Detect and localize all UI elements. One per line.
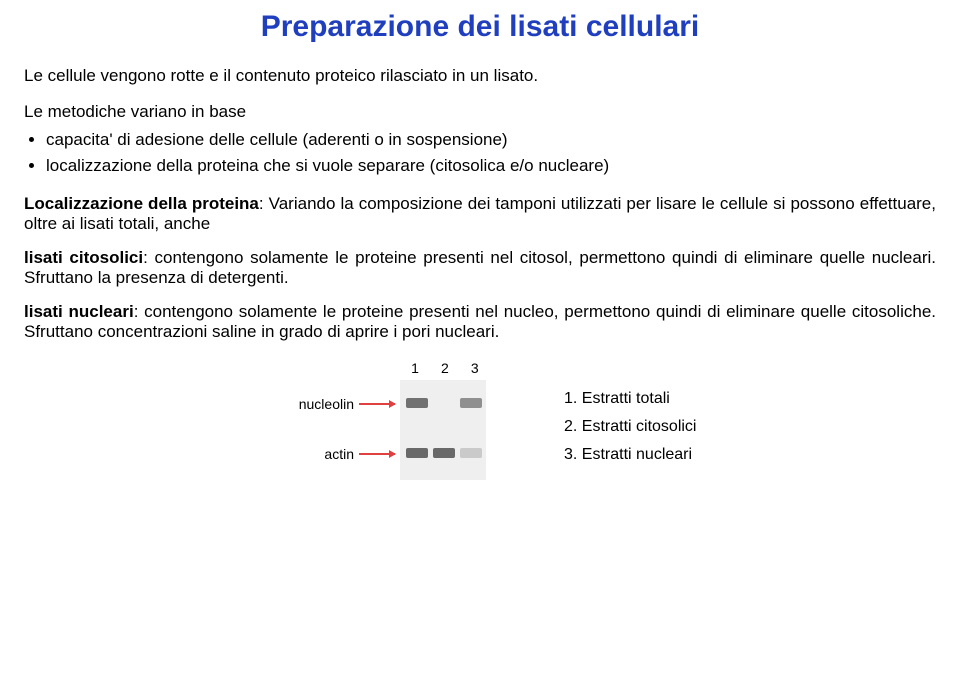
para-nuclear-rest: : contengono solamente le proteine prese… xyxy=(24,302,936,341)
label-actin: actin xyxy=(294,446,354,462)
para-nuclear: lisati nucleari: contengono solamente le… xyxy=(24,302,936,342)
legend-item: 2. Estratti citosolici xyxy=(564,418,696,436)
gel-image xyxy=(400,380,486,480)
gel-band xyxy=(406,448,428,458)
figure: 1 2 3 nucleolin actin 1. Estratti totali… xyxy=(24,360,936,510)
arrow-icon xyxy=(359,453,395,455)
para-cytosolic-bold: lisati citosolici xyxy=(24,248,143,267)
legend-item: 3. Estratti nucleari xyxy=(564,446,696,464)
intro-text: Le cellule vengono rotte e il contenuto … xyxy=(24,66,936,86)
lane-numbers: 1 2 3 xyxy=(404,360,488,376)
gel-band xyxy=(460,398,482,408)
bullet-item: localizzazione della proteina che si vuo… xyxy=(46,156,936,176)
para-localization-bold: Localizzazione della proteina xyxy=(24,194,259,213)
label-nucleolin: nucleolin xyxy=(294,396,354,412)
para-nuclear-bold: lisati nucleari xyxy=(24,302,134,321)
figure-legend: 1. Estratti totali 2. Estratti citosolic… xyxy=(564,390,696,474)
arrow-icon xyxy=(359,403,395,405)
page-title: Preparazione dei lisati cellulari xyxy=(24,10,936,44)
legend-item: 1. Estratti totali xyxy=(564,390,696,408)
gel-band xyxy=(406,398,428,408)
para-cytosolic-rest: : contengono solamente le proteine prese… xyxy=(24,248,936,287)
bullets-list: capacita' di adesione delle cellule (ade… xyxy=(24,130,936,176)
para-localization: Localizzazione della proteina: Variando … xyxy=(24,194,936,234)
lane-number: 3 xyxy=(464,360,488,376)
lane-number: 2 xyxy=(434,360,458,376)
lane-number: 1 xyxy=(404,360,428,376)
bullet-item: capacita' di adesione delle cellule (ade… xyxy=(46,130,936,150)
gel-band xyxy=(460,448,482,458)
para-cytosolic: lisati citosolici: contengono solamente … xyxy=(24,248,936,288)
gel-band xyxy=(433,448,455,458)
subhead-text: Le metodiche variano in base xyxy=(24,102,936,122)
